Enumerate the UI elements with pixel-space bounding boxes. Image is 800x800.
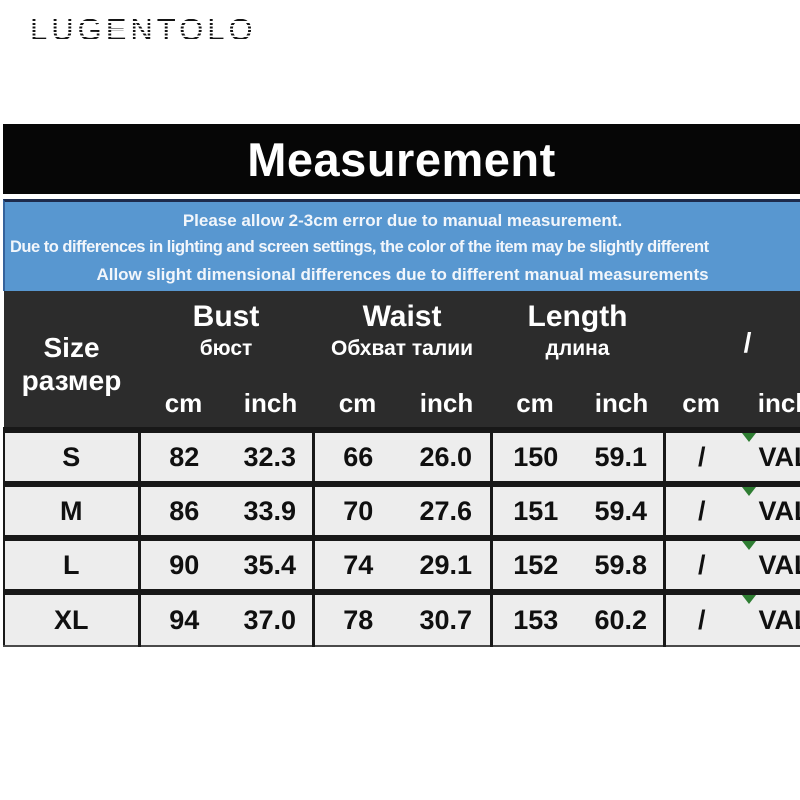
cell-length-inch: 59.8 (579, 535, 665, 592)
group-header-waist: Waist Обхват талии (313, 291, 492, 385)
cell-length-inch: 59.4 (579, 481, 665, 538)
cell-extra-inch: VAL (738, 427, 800, 484)
cell-length-inch: 59.1 (579, 427, 665, 484)
size-label-ru: размер (21, 364, 122, 396)
cell-length-cm: 152 (489, 535, 580, 592)
cell-length-inch: 60.2 (579, 589, 665, 647)
slash-label: / (743, 326, 752, 358)
green-corner-marker-icon (742, 598, 757, 604)
cell-bust-inch: 35.4 (228, 535, 314, 592)
cell-length-cm: 153 (489, 589, 580, 647)
size-row-xl: XL 94 37.0 78 30.7 153 60.2 / VAL (3, 589, 800, 647)
green-corner-marker-icon (742, 436, 757, 442)
cell-waist-cm: 70 (311, 481, 403, 538)
cell-bust-cm: 82 (137, 427, 228, 484)
cell-bust-inch: 33.9 (228, 481, 314, 538)
green-corner-marker-icon (742, 490, 757, 496)
length-label-en: Length (527, 300, 628, 333)
measurement-banner: Measurement (3, 124, 800, 194)
cell-extra-inch-value: VAL (758, 549, 800, 580)
cell-extra-inch: VAL (738, 589, 800, 647)
unit-length-inch: inch (579, 385, 665, 430)
cell-bust-cm: 94 (137, 589, 228, 647)
size-label-en: Size (43, 331, 100, 363)
group-header-row: Size размер Bust бюст Waist Обхват талии… (4, 291, 800, 430)
bust-label-en: Bust (192, 300, 260, 333)
unit-extra-inch: inch (738, 385, 800, 430)
cell-extra-inch: VAL (738, 481, 800, 538)
cell-size: L (3, 535, 139, 592)
cell-bust-cm: 90 (137, 535, 228, 592)
waist-label-en: Waist (362, 300, 442, 333)
page-title: Measurement (247, 132, 556, 186)
cell-bust-inch: 32.3 (228, 427, 314, 484)
bust-label-ru: бюст (199, 337, 253, 360)
cell-size: M (3, 481, 139, 538)
group-header-length: Length длина (491, 291, 665, 385)
cell-extra-cm: / (662, 589, 739, 647)
group-header-slash: / (664, 291, 800, 385)
size-row-l: L 90 35.4 74 29.1 152 59.8 / VAL (3, 535, 800, 592)
unit-length-cm: cm (491, 385, 580, 430)
cell-extra-inch-value: VAL (758, 441, 800, 472)
cell-extra-inch-value: VAL (758, 495, 800, 526)
cell-waist-inch: 26.0 (402, 427, 492, 484)
notice-banner: Please allow 2-3cm error due to manual m… (3, 199, 800, 291)
cell-extra-inch: VAL (738, 535, 800, 592)
notice-line-1: Please allow 2-3cm error due to manual m… (182, 211, 623, 230)
corner-header-size: Size размер (4, 291, 139, 430)
unit-bust-cm: cm (139, 385, 228, 430)
unit-waist-inch: inch (402, 385, 492, 430)
unit-waist-cm: cm (313, 385, 403, 430)
cell-waist-cm: 74 (311, 535, 403, 592)
size-chart-table: Size размер Bust бюст Waist Обхват талии… (3, 291, 800, 647)
group-header-bust: Bust бюст (139, 291, 314, 385)
size-row-m: M 86 33.9 70 27.6 151 59.4 / VAL (3, 481, 800, 538)
waist-label-ru: Обхват талии (331, 337, 474, 360)
green-corner-marker-icon (742, 544, 757, 550)
brand-logo: LUGENTOLO (30, 12, 257, 48)
cell-waist-cm: 66 (311, 427, 403, 484)
notice-line-3: Allow slight dimensional differences due… (96, 265, 709, 284)
cell-extra-cm: / (662, 481, 739, 538)
unit-bust-inch: inch (228, 385, 314, 430)
cell-bust-inch: 37.0 (228, 589, 314, 647)
cell-extra-inch-value: VAL (758, 604, 800, 635)
size-chart: Size размер Bust бюст Waist Обхват талии… (3, 291, 800, 647)
unit-extra-cm: cm (664, 385, 739, 430)
cell-size: XL (3, 589, 139, 647)
cell-length-cm: 151 (489, 481, 580, 538)
size-row-s: S 82 32.3 66 26.0 150 59.1 / VAL (3, 427, 800, 484)
cell-waist-inch: 29.1 (402, 535, 492, 592)
cell-extra-cm: / (662, 535, 739, 592)
cell-waist-cm: 78 (311, 589, 403, 647)
cell-extra-cm: / (662, 427, 739, 484)
cell-waist-inch: 27.6 (402, 481, 492, 538)
cell-length-cm: 150 (489, 427, 580, 484)
length-label-ru: длина (545, 337, 610, 360)
unit-header-row: cm inch cm inch cm inch cm inch (4, 385, 800, 430)
cell-size: S (3, 427, 139, 484)
cell-bust-cm: 86 (137, 481, 228, 538)
notice-line-2: Due to differences in lighting and scree… (10, 238, 709, 256)
cell-waist-inch: 30.7 (402, 589, 492, 647)
